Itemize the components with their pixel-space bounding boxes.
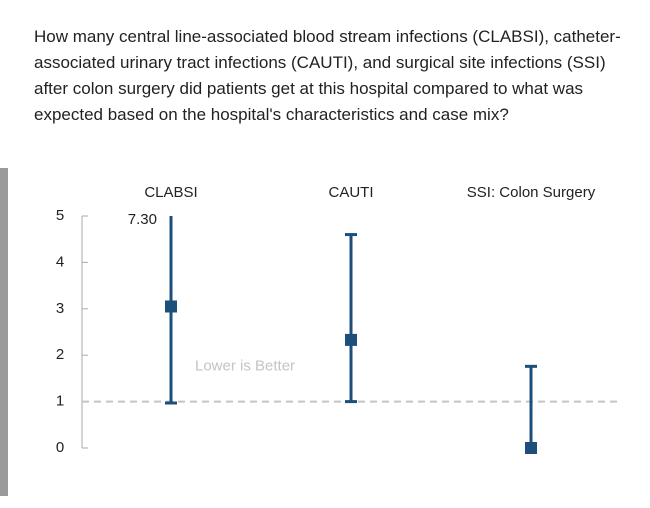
point [165, 300, 177, 313]
y-tick-label: 0 [56, 439, 64, 456]
y-tick-label: 2 [56, 346, 64, 363]
point [345, 333, 357, 346]
upper-label: 7.30 [128, 211, 157, 228]
y-tick-label: 4 [56, 253, 64, 270]
category-label: CLABSI [144, 184, 197, 201]
category-label: CAUTI [329, 184, 374, 201]
y-tick-label: 5 [56, 207, 64, 224]
point [525, 442, 537, 454]
reference-label: Lower is Better [195, 358, 295, 375]
question: How many central line-associated blood s… [34, 27, 621, 124]
panel-edge [0, 168, 8, 496]
y-tick-label: 3 [56, 300, 64, 317]
y-tick-label: 1 [56, 393, 64, 410]
category-label: SSI: Colon Surgery [467, 184, 596, 201]
